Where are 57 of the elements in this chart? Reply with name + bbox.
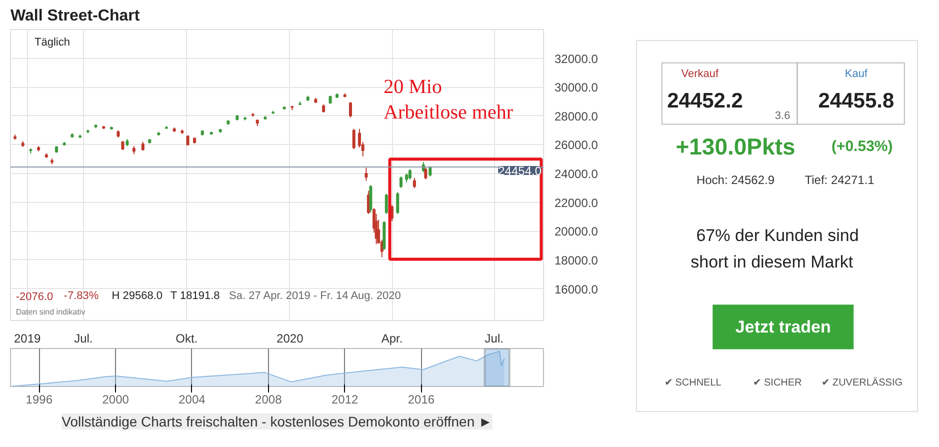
x-tick-label: Okt. — [176, 332, 198, 346]
annotation: T 18191.8 — [170, 290, 220, 302]
text: ✔ ZUVERLÄSSIG — [822, 376, 903, 389]
text: ✔ SICHER — [753, 378, 802, 389]
annotation: Daten sind indikativ — [16, 307, 86, 316]
y-tick-label: 20000.0 — [554, 224, 598, 239]
candlestick — [352, 128, 356, 150]
y-tick-label: 28000.0 — [554, 109, 598, 124]
y-tick-label: 18000.0 — [554, 253, 598, 268]
text: Verkauf — [681, 68, 720, 80]
x-tick-label: 2019 — [14, 332, 42, 346]
candlestick — [384, 193, 388, 214]
text: Hoch: 24562.9 — [696, 173, 775, 187]
candlestick — [408, 168, 412, 180]
ref-line-label: 24454.0 — [498, 164, 542, 178]
text: (+0.53%) — [831, 138, 893, 156]
text: 3.6 — [774, 110, 790, 122]
annotation: 20 Mio Arbeitlose mehr — [384, 76, 514, 124]
x-tick-label: Apr. — [381, 332, 403, 346]
candlestick — [399, 176, 403, 188]
candlestick — [364, 167, 368, 182]
chart-title: Wall Street-Chart — [10, 8, 140, 24]
text: +130.0Pkts — [676, 134, 796, 160]
text: ✔ SCHNELL — [664, 378, 722, 389]
y-tick-label: 16000.0 — [554, 282, 598, 296]
x-tick-label: Jul. — [484, 332, 504, 346]
text: Tief: 24271.1 — [804, 173, 875, 187]
candlestick — [348, 102, 352, 118]
text: Kauf — [844, 68, 868, 80]
y-tick-label: 26000.0 — [554, 138, 598, 152]
x-tick-label: 1996 — [26, 392, 53, 406]
candlestick — [424, 167, 428, 180]
y-tick-label: 24000.0 — [554, 167, 598, 182]
text: Vollständige Charts freischalten - kostenloses Demokonto eröffnen ► — [62, 414, 492, 430]
y-tick-label: 30000.0 — [554, 80, 598, 95]
x-tick-label: 2012 — [331, 392, 358, 406]
x-tick-label: 2004 — [178, 392, 206, 406]
text: 67% der Kunden sind — [696, 226, 859, 245]
annotation: Sa. 27 Apr. 2019 - Fr. 14 Aug. 2020 — [229, 290, 401, 302]
x-tick-label: 2020 — [276, 332, 304, 346]
annotation: H 29568.0 — [112, 290, 163, 302]
y-tick-label: 22000.0 — [554, 196, 598, 210]
annotation: -7.83% — [64, 290, 99, 302]
x-tick-label: 2000 — [102, 392, 130, 406]
x-tick-label: 2016 — [408, 392, 435, 406]
candlestick — [396, 192, 400, 214]
y-tick-label: 32000.0 — [554, 52, 598, 66]
x-tick-label: Jul. — [74, 332, 93, 346]
candlestick — [412, 177, 416, 188]
text: short in diesem Markt — [690, 252, 854, 272]
annotation: -2076.0 — [16, 290, 54, 303]
text: 24452.2 — [667, 90, 743, 113]
candlestick — [369, 184, 372, 213]
annotation: Täglich — [34, 36, 70, 49]
text: Jetzt traden — [735, 317, 831, 336]
text: 24455.8 — [818, 90, 894, 113]
x-tick-label: 2008 — [255, 392, 282, 406]
